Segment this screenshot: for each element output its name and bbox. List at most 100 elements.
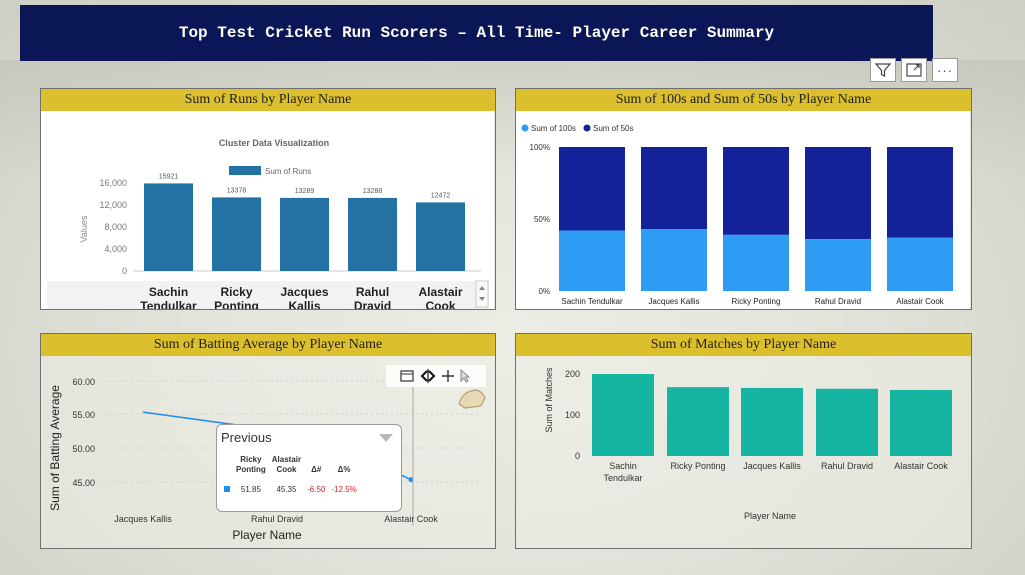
- bar-100s-segment: [805, 239, 871, 291]
- centuries-x-tick: Rahul Dravid: [815, 297, 861, 306]
- runs-y-axis-label: Values: [79, 215, 89, 242]
- drag-hand-icon: [458, 389, 486, 409]
- batting-y-tick: 60.00: [72, 377, 95, 387]
- legend-50s-label: Sum of 50s: [593, 124, 633, 133]
- batting-x-tick: Alastair Cook: [384, 514, 438, 524]
- matches-panel-title: Sum of Matches by Player Name: [516, 334, 971, 356]
- expand-horizontal-icon[interactable]: [420, 369, 436, 383]
- bar-50s-segment: [559, 147, 625, 231]
- report-title-bar: Top Test Cricket Run Scorers – All Time-…: [20, 5, 933, 61]
- centuries-chart[interactable]: Sum of 100s Sum of 50s 100% 50% 0% Sachin Ten…: [516, 111, 970, 309]
- matches-x-axis-label: Player Name: [744, 511, 796, 521]
- drill-icon[interactable]: [400, 370, 414, 382]
- scroll-down-icon: [479, 297, 485, 301]
- runs-x-tick-line1: Sachin: [149, 285, 188, 299]
- visual-header-toolbar: ···: [870, 58, 958, 82]
- matches-x-tick: Ricky Ponting: [670, 461, 725, 471]
- centuries-panel[interactable]: Sum of 100s and Sum of 50s by Player Nam…: [515, 88, 972, 310]
- runs-y-tick: 8,000: [104, 222, 127, 232]
- matches-x-tick: Rahul Dravid: [821, 461, 873, 471]
- tooltip-val-3: -6.50: [307, 485, 326, 494]
- matches-bar: [741, 387, 803, 456]
- report-title: Top Test Cricket Run Scorers – All Time-…: [178, 24, 775, 42]
- batting-x-tick: Jacques Kallis: [114, 514, 172, 524]
- runs-legend-swatch: [229, 166, 261, 175]
- batting-point: [408, 477, 414, 483]
- tooltip-val-2: 45.35: [276, 485, 297, 494]
- runs-x-tick-line2: Kallis: [288, 299, 320, 309]
- matches-x-tick: Sachin: [609, 461, 637, 471]
- centuries-panel-title: Sum of 100s and Sum of 50s by Player Nam…: [516, 89, 971, 111]
- comparison-tooltip: Previous Ricky Ponting Alastair Cook Δ# Δ%…: [216, 424, 402, 512]
- matches-bar: [667, 387, 729, 456]
- filter-icon: [874, 63, 892, 77]
- matches-x-tick: Alastair Cook: [894, 461, 948, 471]
- focus-mode-icon: [906, 63, 922, 77]
- runs-x-tick-line2: Tendulkar: [140, 299, 197, 309]
- more-options-button[interactable]: ···: [932, 58, 958, 82]
- runs-scrollbar: [475, 280, 489, 308]
- focus-mode-button[interactable]: [901, 58, 927, 82]
- tooltip-val-4: -12.5%: [331, 485, 357, 494]
- batting-x-axis-label: Player Name: [232, 528, 302, 542]
- runs-bar: [212, 197, 261, 271]
- matches-x-tick: Jacques Kallis: [743, 461, 801, 471]
- batting-y-tick: 45.00: [72, 478, 95, 488]
- runs-bar: [348, 197, 397, 271]
- matches-y-tick: 0: [575, 451, 580, 461]
- runs-chart[interactable]: Cluster Data Visualization Sum of Runs Val…: [41, 111, 494, 309]
- runs-x-tick-line2: Dravid: [354, 299, 391, 309]
- runs-data-label: 13378: [227, 187, 247, 194]
- bar-100s-segment: [723, 234, 789, 291]
- legend-100s-dot: [521, 124, 529, 132]
- runs-y-tick: 0: [122, 266, 127, 276]
- runs-data-label: 13288: [363, 188, 383, 195]
- plus-icon[interactable]: [442, 370, 454, 382]
- bar-100s-segment: [559, 230, 625, 291]
- runs-x-tick-line2: Ponting: [214, 299, 259, 309]
- runs-data-label: 13289: [295, 188, 315, 195]
- bar-100s-segment: [641, 229, 707, 291]
- runs-data-label: 15921: [159, 173, 179, 180]
- matches-y-tick: 200: [565, 369, 580, 379]
- filter-button[interactable]: [870, 58, 896, 82]
- cursor-icon: [460, 369, 470, 383]
- centuries-x-tick: Alastair Cook: [896, 297, 945, 306]
- batting-y-tick: 50.00: [72, 444, 95, 454]
- runs-data-label: 12472: [431, 192, 451, 199]
- bar-50s-segment: [887, 147, 953, 238]
- centuries-x-tick: Ricky Ponting: [732, 297, 781, 306]
- runs-y-tick: 12,000: [99, 200, 127, 210]
- scroll-up-icon: [479, 286, 485, 290]
- runs-y-tick: 4,000: [104, 244, 127, 254]
- bar-50s-segment: [805, 147, 871, 240]
- series-square-icon: [224, 486, 230, 492]
- runs-bar: [280, 197, 329, 271]
- matches-panel[interactable]: Sum of Matches by Player Name 200 100 0 Sum…: [515, 333, 972, 549]
- bar-50s-segment: [723, 147, 789, 235]
- more-options-icon: ···: [937, 62, 953, 78]
- runs-panel-title: Sum of Runs by Player Name: [41, 89, 495, 111]
- bar-100s-segment: [887, 237, 953, 291]
- runs-x-tick-line1: Ricky: [220, 285, 252, 299]
- runs-bar: [144, 183, 193, 271]
- matches-bar: [816, 388, 878, 456]
- centuries-x-tick: Sachin Tendulkar: [561, 297, 623, 306]
- centuries-x-tick: Jacques Kallis: [648, 297, 699, 306]
- runs-chart-title: Cluster Data Visualization: [219, 138, 329, 148]
- runs-bar: [416, 202, 465, 271]
- centuries-y-tick: 50%: [534, 215, 550, 224]
- runs-x-tick-line1: Jacques: [280, 285, 328, 299]
- runs-x-tick-line2: Cook: [426, 299, 456, 309]
- tooltip-dropdown-icon[interactable]: [379, 434, 393, 442]
- tooltip-header: Previous: [221, 430, 272, 445]
- legend-50s-dot: [583, 124, 591, 132]
- matches-x-tick-line2: Tendulkar: [603, 473, 642, 483]
- matches-chart[interactable]: 200 100 0 Sum of Matches Sachin Tendulkar Rick…: [516, 356, 970, 548]
- runs-panel[interactable]: Sum of Runs by Player Name Cluster Data …: [40, 88, 496, 310]
- runs-legend-label: Sum of Runs: [265, 167, 311, 176]
- visual-interaction-toolbar: [386, 365, 486, 387]
- tooltip-col-2: Alastair Cook: [271, 455, 302, 474]
- matches-y-tick: 100: [565, 410, 580, 420]
- tooltip-table: Ricky Ponting Alastair Cook Δ# Δ% 51.85 45…: [221, 455, 360, 494]
